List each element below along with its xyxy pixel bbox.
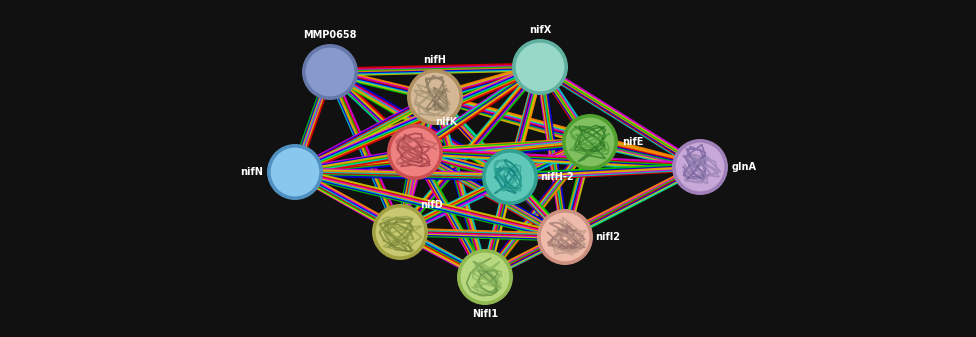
Circle shape [407,69,463,125]
Circle shape [486,153,535,202]
Circle shape [387,124,443,180]
Circle shape [512,39,568,95]
Circle shape [672,139,728,195]
Text: nifH-2: nifH-2 [540,172,574,182]
Text: nifD: nifD [420,200,443,210]
Text: glnA: glnA [732,162,757,172]
Text: nifK: nifK [435,117,457,127]
Text: nifE: nifE [622,137,643,147]
Circle shape [305,48,354,96]
Circle shape [372,204,428,260]
Circle shape [541,213,590,262]
Circle shape [411,73,460,121]
Circle shape [675,143,724,191]
Circle shape [302,44,358,100]
Text: nifI2: nifI2 [595,232,620,242]
Circle shape [562,114,618,170]
Text: MMP0658: MMP0658 [304,30,357,40]
Circle shape [515,43,564,91]
Circle shape [390,128,439,176]
Circle shape [376,208,425,256]
Circle shape [457,249,513,305]
Text: nifH: nifH [424,55,446,65]
Circle shape [461,253,509,301]
Text: nifX: nifX [529,25,551,35]
Circle shape [267,144,323,200]
Text: NifI1: NifI1 [472,309,498,319]
Text: nifN: nifN [240,167,263,177]
Circle shape [537,209,593,265]
Circle shape [566,118,614,166]
Circle shape [482,149,538,205]
Circle shape [270,148,319,196]
